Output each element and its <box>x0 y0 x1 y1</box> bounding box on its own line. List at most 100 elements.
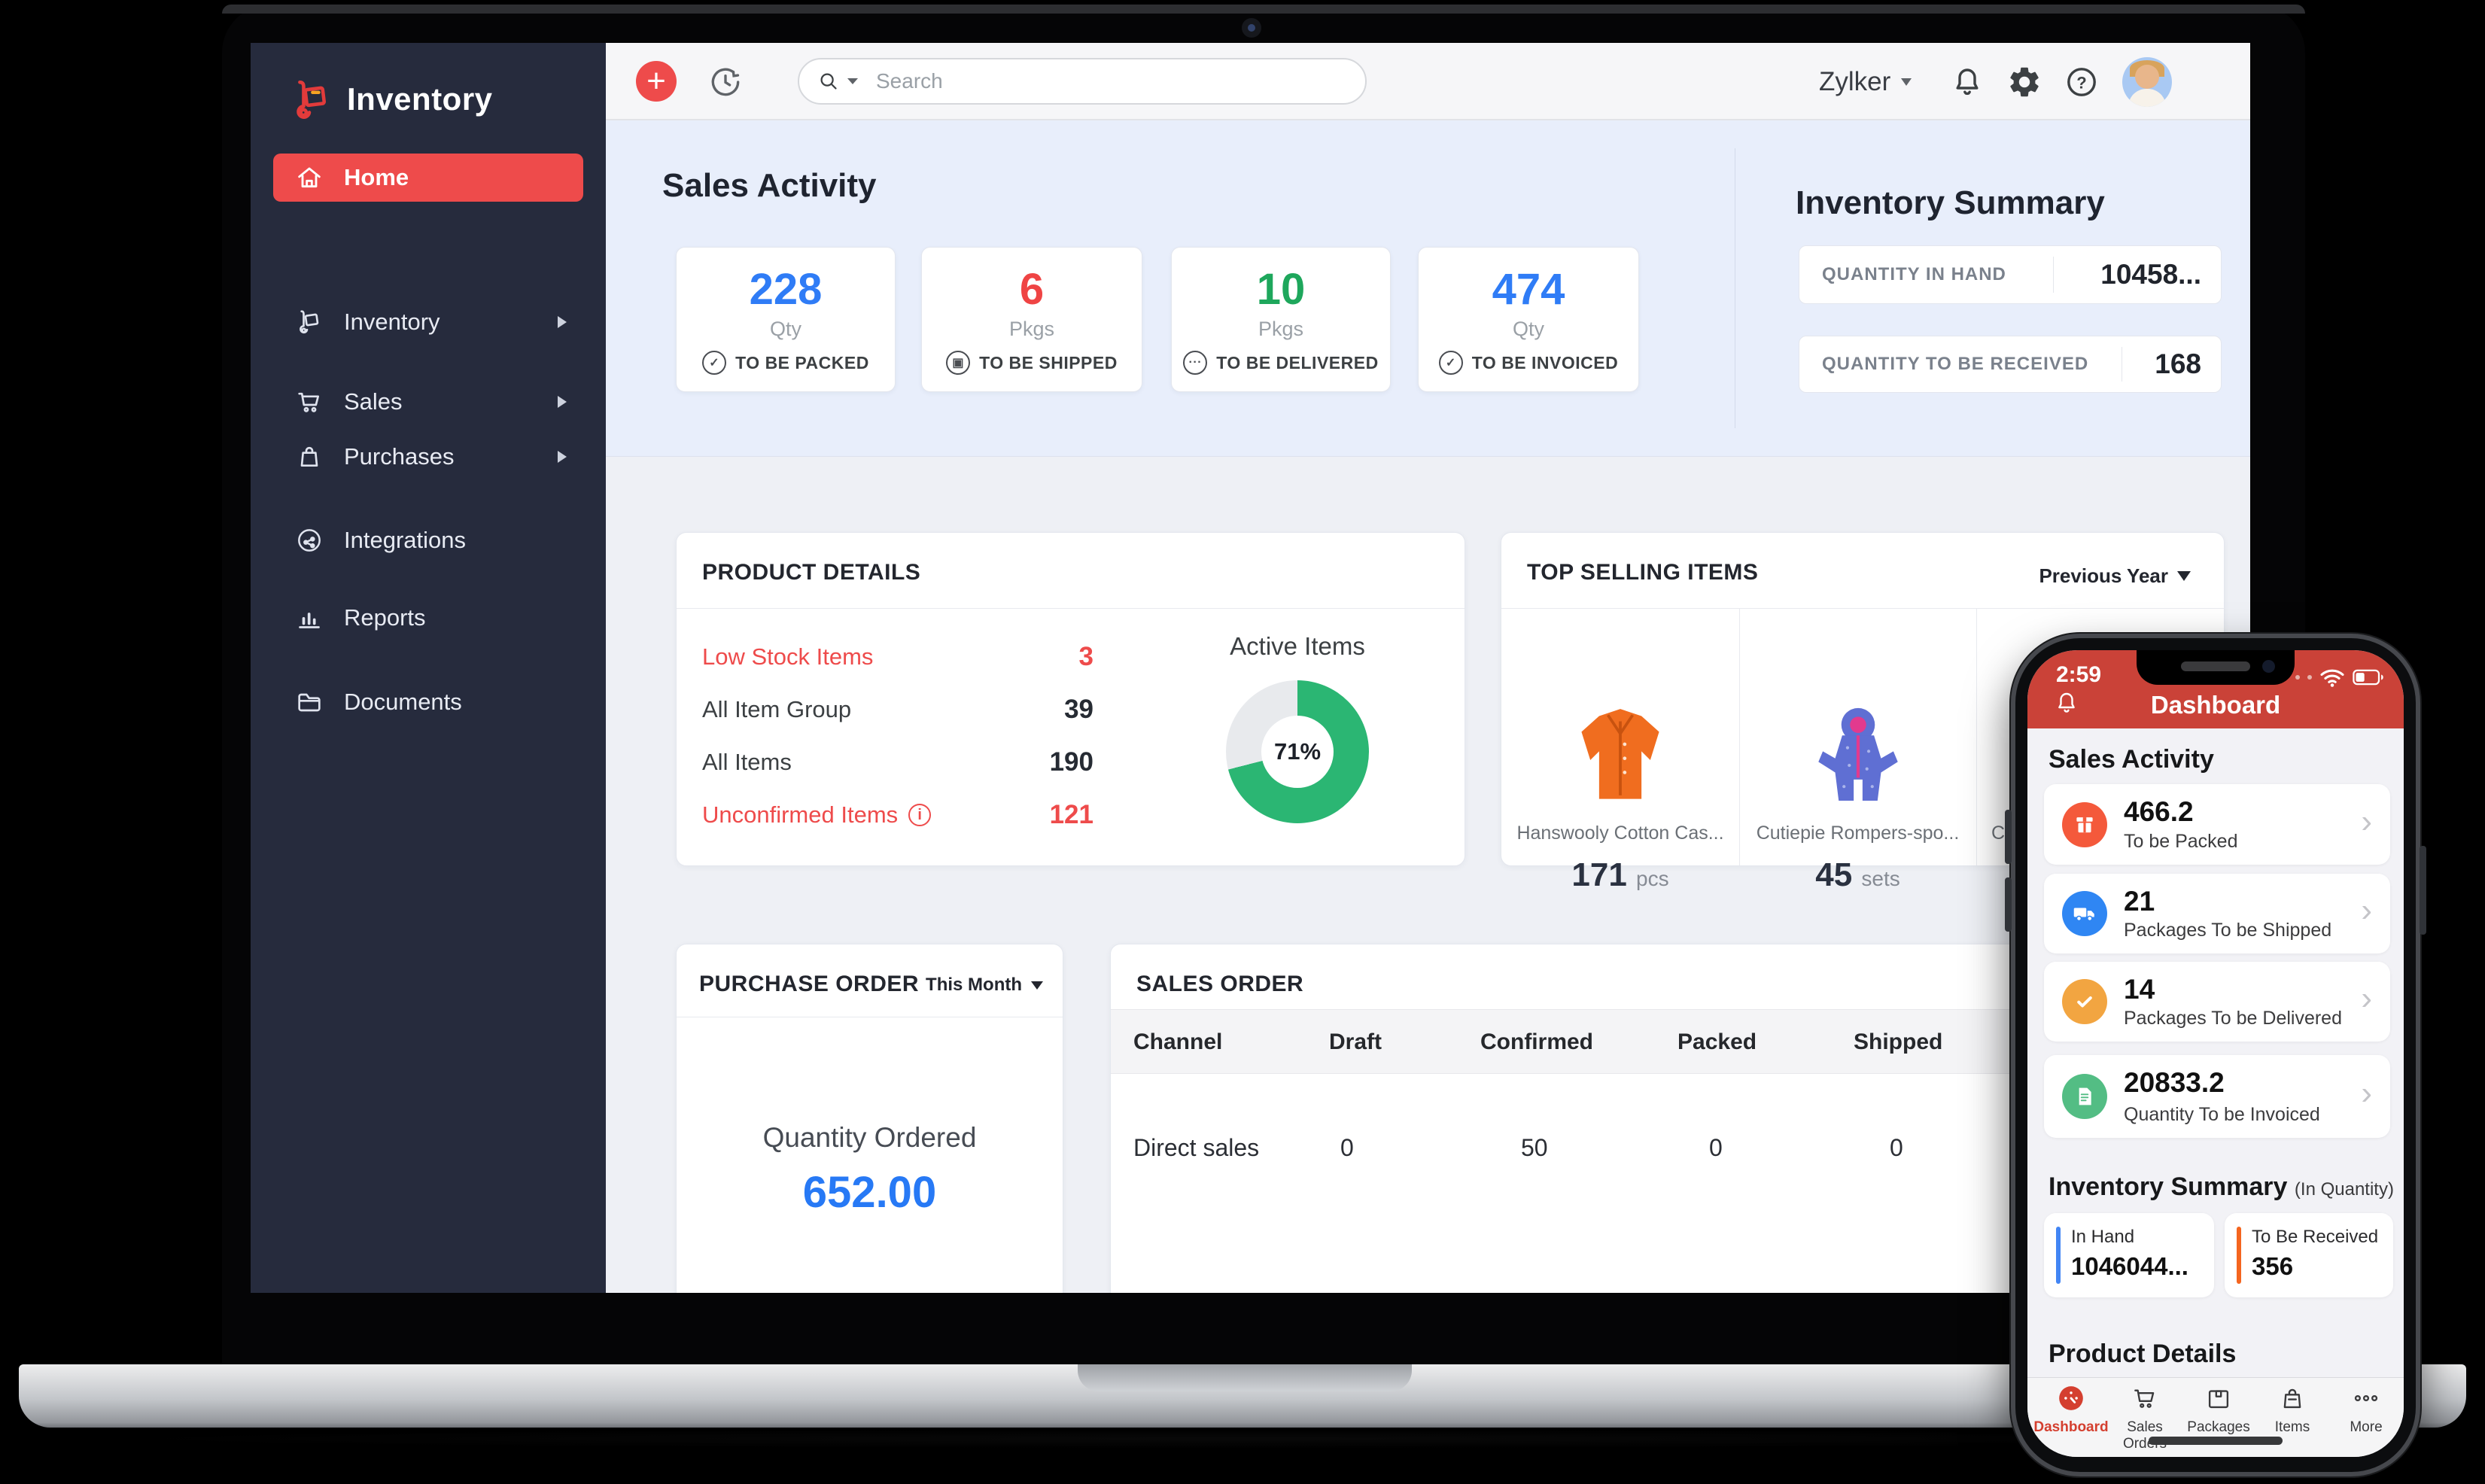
product-unit: sets <box>1861 867 1900 890</box>
all-item-group-value: 39 <box>1064 695 1093 724</box>
chevron-down-icon <box>1901 78 1912 86</box>
column-header-channel: Channel <box>1133 1029 1223 1054</box>
sidebar-item-label: Sales <box>344 388 403 415</box>
phone-bell-icon[interactable] <box>2053 689 2080 716</box>
phone-speaker <box>2181 661 2250 671</box>
phone-home-indicator[interactable] <box>2149 1437 2283 1445</box>
phone-front-camera <box>2262 660 2275 673</box>
unit-label: Pkgs <box>1008 318 1055 340</box>
phone-to-be-received-card[interactable]: To Be Received 356 <box>2225 1213 2393 1297</box>
phone-tab-items[interactable]: Items <box>2255 1384 2330 1436</box>
title-subtext: (In Quantity) <box>2294 1179 2394 1200</box>
summary-label: To Be Received <box>2252 1227 2379 1247</box>
phone-volume-button <box>2005 877 2012 932</box>
user-avatar[interactable] <box>2122 56 2173 107</box>
all-item-group-link[interactable]: All Item Group <box>702 696 852 722</box>
phone-to-be-packed-card[interactable]: 466.2 To be Packed › <box>2044 784 2390 865</box>
org-switcher[interactable]: Zylker ? <box>1819 43 2173 120</box>
info-icon[interactable]: i <box>908 804 932 826</box>
sidebar-item-integrations[interactable]: Integrations <box>273 517 583 564</box>
search-input[interactable]: Search <box>798 58 1367 105</box>
unconfirmed-items-link[interactable]: Unconfirmed Items i <box>702 801 932 829</box>
help-icon[interactable]: ? <box>2064 64 2100 100</box>
to-be-shipped-card[interactable]: 6 Pkgs ▣ TO BE SHIPPED <box>921 247 1142 392</box>
quantity-to-be-received-card[interactable]: QUANTITY TO BE RECEIVED 168 <box>1799 336 2222 393</box>
top-selling-item[interactable]: Hanswooly Cotton Cas... 171 pcs <box>1501 608 1739 893</box>
phone-volume-button <box>2005 810 2012 864</box>
chevron-right-icon <box>558 451 567 463</box>
chevron-right-icon: › <box>2361 1075 2372 1111</box>
settings-gear-icon[interactable] <box>2006 64 2042 100</box>
add-new-button[interactable]: + <box>636 61 677 102</box>
to-be-delivered-card[interactable]: 10 Pkgs ··· TO BE DELIVERED <box>1171 247 1391 392</box>
sidebar-item-label: Documents <box>344 689 462 715</box>
home-icon <box>298 167 321 188</box>
summary-label: QUANTITY TO BE RECEIVED <box>1822 354 2089 374</box>
unit-label: Qty <box>1512 318 1544 340</box>
check-icon <box>2062 979 2107 1024</box>
to-be-invoiced-card[interactable]: 474 Qty ✓ TO BE INVOICED <box>1418 247 1639 392</box>
product-unit: pcs <box>1636 867 1669 890</box>
column-header-packed: Packed <box>1677 1029 1757 1054</box>
laptop-shadow <box>83 1429 2401 1449</box>
search-scope-caret-icon[interactable] <box>847 78 858 84</box>
product-details-title: PRODUCT DETAILS <box>702 560 921 585</box>
cell-draft: 0 <box>1340 1133 1354 1161</box>
dolly-icon <box>300 310 319 334</box>
phone-tab-packages[interactable]: Packages <box>2181 1384 2256 1436</box>
filter-value: This Month <box>926 975 1022 995</box>
sidebar-item-purchases[interactable]: Purchases <box>273 433 583 480</box>
all-items-link[interactable]: All Items <box>702 749 792 775</box>
to-be-packed-card[interactable]: 228 Qty ✓ TO BE PACKED <box>676 247 896 392</box>
integrations-icon <box>298 529 321 552</box>
quantity-in-hand-value: 10458... <box>2100 259 2201 290</box>
cart-icon <box>2134 1389 2155 1408</box>
summary-value: 1046044... <box>2071 1252 2188 1280</box>
to-be-packed-value: 228 <box>749 265 823 314</box>
sidebar-item-sales[interactable]: Sales <box>273 379 583 425</box>
metric-label: Packages To be Shipped <box>2124 920 2332 941</box>
phone-power-button <box>2420 846 2426 935</box>
chevron-right-icon <box>558 316 567 328</box>
phone-sales-activity-title: Sales Activity <box>2049 745 2214 774</box>
phone-to-be-shipped-card[interactable]: 21 Packages To be Shipped › <box>2044 874 2390 953</box>
card-label: TO BE DELIVERED <box>1216 352 1379 373</box>
sales-order-card: SALES ORDER Channel Draft Confirmed Pack… <box>1110 944 2051 1293</box>
low-stock-items-link[interactable]: Low Stock Items <box>702 643 874 670</box>
sales-order-table-header: Channel Draft Confirmed Packed Shipped <box>1111 1009 2050 1074</box>
metric-label: To be Packed <box>2124 831 2238 852</box>
notifications-bell-icon[interactable] <box>1949 64 1985 100</box>
quantity-ordered-label: Quantity Ordered <box>762 1122 977 1153</box>
phone-header: 2:59 Dashboard <box>2027 650 2404 728</box>
sidebar-item-reports[interactable]: Reports <box>273 595 583 641</box>
purchase-order-filter-dropdown[interactable]: This Month <box>926 975 1043 996</box>
phone-to-be-invoiced-card[interactable]: 20833.2 Quantity To be Invoiced › <box>2044 1055 2390 1138</box>
chevron-right-icon: › <box>2361 892 2372 929</box>
sidebar-item-home[interactable]: Home <box>273 154 583 202</box>
phone-tab-more[interactable]: More <box>2328 1384 2404 1436</box>
sidebar-item-label: Integrations <box>344 527 466 553</box>
inventory-summary-title: Inventory Summary <box>1796 184 2105 221</box>
laptop-base-notch <box>1078 1364 1412 1391</box>
phone-to-be-delivered-card[interactable]: 14 Packages To be Delivered › <box>2044 962 2390 1042</box>
sales-activity-title: Sales Activity <box>662 167 877 204</box>
sidebar-item-documents[interactable]: Documents <box>273 679 583 725</box>
recent-history-icon[interactable] <box>707 63 744 101</box>
more-icon <box>2354 1394 2378 1402</box>
purchase-order-title: PURCHASE ORDER <box>699 972 920 996</box>
phone-tab-dashboard[interactable]: Dashboard <box>2033 1384 2109 1436</box>
to-be-delivered-value: 10 <box>1256 265 1306 314</box>
metric-value: 21 <box>2124 886 2155 917</box>
summary-label: In Hand <box>2071 1227 2135 1247</box>
phone-in-hand-card[interactable]: In Hand 1046044... <box>2044 1213 2214 1297</box>
top-selling-filter-dropdown[interactable]: Previous Year <box>2039 564 2191 588</box>
truck-icon <box>2062 891 2107 936</box>
top-selling-item[interactable]: Cutiepie Rompers-spo... 45 sets <box>1739 608 1976 893</box>
quantity-in-hand-card[interactable]: QUANTITY IN HAND 10458... <box>1799 245 2222 304</box>
sidebar: Inventory Home Inventory <box>251 43 606 1293</box>
cell-channel: Direct sales <box>1133 1133 1260 1161</box>
top-selling-items-title: TOP SELLING ITEMS <box>1527 560 1759 585</box>
sidebar-item-inventory[interactable]: Inventory <box>273 299 583 345</box>
summary-label: QUANTITY IN HAND <box>1822 264 2006 284</box>
